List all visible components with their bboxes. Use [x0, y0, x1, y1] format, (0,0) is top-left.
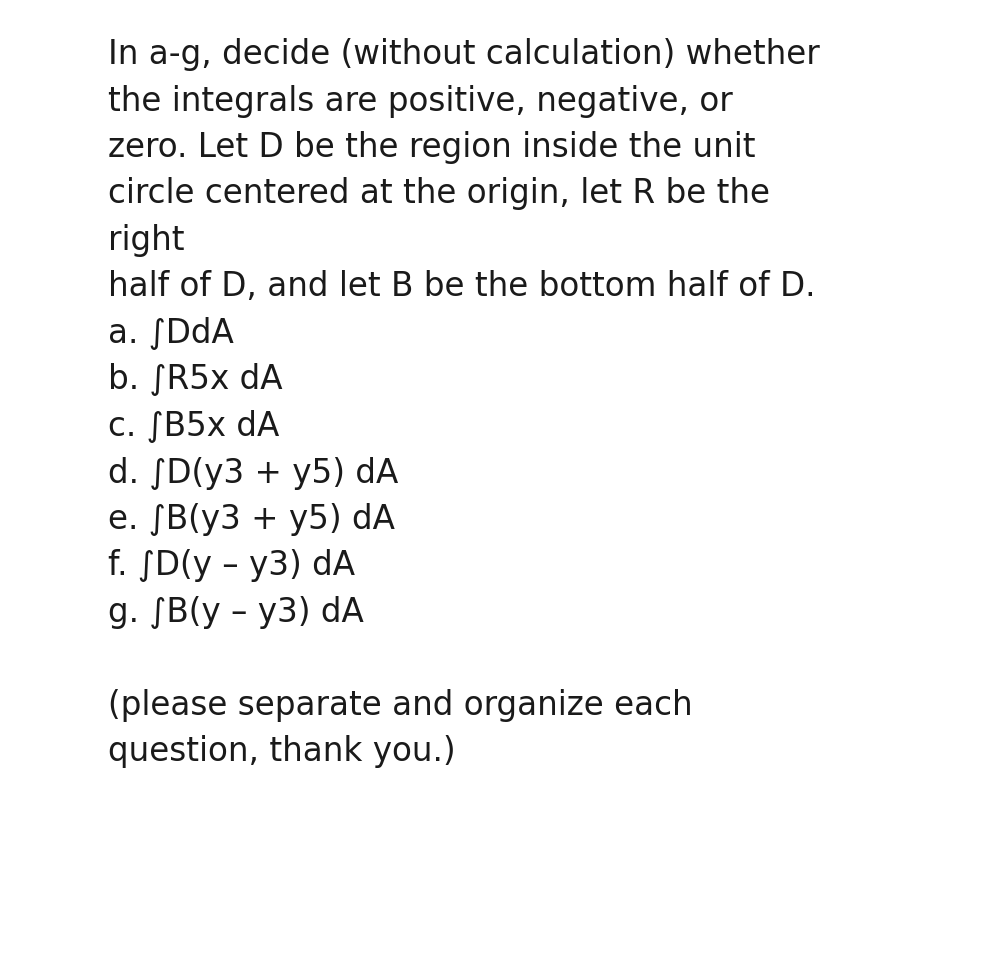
Text: right: right	[108, 224, 184, 257]
Text: In a-g, decide (without calculation) whether: In a-g, decide (without calculation) whe…	[108, 38, 819, 71]
Text: circle centered at the origin, let R be the: circle centered at the origin, let R be …	[108, 178, 769, 211]
Text: d. ∫D(y3 + y5) dA: d. ∫D(y3 + y5) dA	[108, 457, 398, 490]
Text: half of D, and let B be the bottom half of D.: half of D, and let B be the bottom half …	[108, 270, 815, 304]
Text: zero. Let D be the region inside the unit: zero. Let D be the region inside the uni…	[108, 131, 754, 164]
Text: e. ∫B(y3 + y5) dA: e. ∫B(y3 + y5) dA	[108, 503, 395, 536]
Text: c. ∫B5x dA: c. ∫B5x dA	[108, 410, 279, 443]
Text: question, thank you.): question, thank you.)	[108, 736, 455, 768]
Text: a. ∫DdA: a. ∫DdA	[108, 317, 234, 350]
Text: b. ∫R5x dA: b. ∫R5x dA	[108, 363, 282, 396]
Text: g. ∫B(y – y3) dA: g. ∫B(y – y3) dA	[108, 596, 364, 629]
Text: f. ∫D(y – y3) dA: f. ∫D(y – y3) dA	[108, 549, 355, 583]
Text: (please separate and organize each: (please separate and organize each	[108, 689, 692, 722]
Text: the integrals are positive, negative, or: the integrals are positive, negative, or	[108, 85, 732, 117]
